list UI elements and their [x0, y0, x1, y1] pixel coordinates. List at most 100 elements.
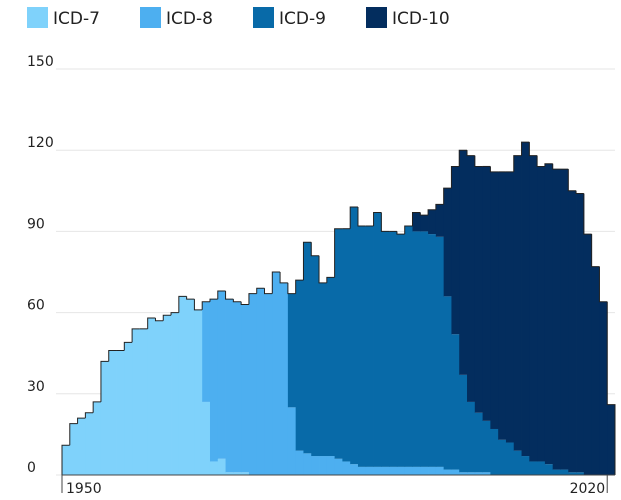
- outline: [318, 255, 327, 284]
- outline: [186, 296, 195, 300]
- area-step: [459, 150, 468, 375]
- area-step: [373, 212, 382, 467]
- area-step: [100, 361, 110, 475]
- area-step: [178, 296, 188, 475]
- area-step: [365, 225, 374, 467]
- area-step: [334, 458, 343, 475]
- area-step: [396, 234, 406, 467]
- area-step: [505, 442, 515, 475]
- area-step: [529, 155, 538, 462]
- area-step: [482, 472, 491, 475]
- outline: [178, 295, 187, 313]
- area-step: [295, 280, 304, 451]
- legend-label: ICD-10: [392, 9, 450, 29]
- area-step: [373, 466, 382, 475]
- area-step: [342, 228, 351, 462]
- outline: [225, 290, 234, 300]
- legend-swatch: [366, 7, 387, 28]
- area-step: [412, 212, 421, 232]
- y-tick-label: 120: [27, 135, 54, 151]
- area-step: [311, 456, 320, 475]
- legend-label: ICD-7: [53, 9, 100, 29]
- outline: [443, 187, 452, 205]
- area-step: [474, 472, 483, 475]
- area-step: [435, 236, 445, 467]
- legend-swatch: [253, 7, 274, 28]
- area-step: [451, 469, 460, 475]
- outline: [162, 314, 172, 321]
- outline: [92, 401, 101, 413]
- area-step: [171, 312, 180, 475]
- area-step: [381, 231, 390, 467]
- outline: [489, 166, 499, 173]
- area-step: [350, 207, 359, 465]
- area-step: [537, 461, 546, 475]
- y-tick-label: 30: [27, 379, 45, 395]
- area-step: [225, 299, 234, 473]
- outline: [521, 141, 530, 156]
- outline: [271, 271, 281, 294]
- area-step: [69, 423, 78, 475]
- outline: [240, 301, 249, 305]
- outline: [450, 165, 460, 189]
- legend-swatch: [140, 7, 161, 28]
- area-step: [498, 439, 507, 475]
- outline: [427, 209, 436, 216]
- area-step: [521, 456, 530, 475]
- outline: [544, 163, 553, 167]
- area-step: [513, 155, 522, 451]
- area-step: [389, 231, 398, 467]
- outline: [69, 423, 78, 446]
- area-step: [428, 466, 437, 475]
- outline: [201, 301, 210, 310]
- area-step: [521, 142, 530, 457]
- area-step: [513, 450, 522, 475]
- outline: [606, 301, 616, 475]
- area-step: [474, 412, 483, 473]
- area-step: [389, 466, 398, 475]
- legend-label: ICD-8: [166, 9, 213, 29]
- area-step: [591, 266, 600, 475]
- area-step: [116, 350, 125, 475]
- area-step: [303, 242, 312, 454]
- area-step: [209, 461, 219, 475]
- area-step: [287, 407, 297, 475]
- outline: [552, 163, 561, 170]
- area-step: [62, 445, 71, 475]
- area-step: [498, 171, 507, 440]
- outline: [419, 212, 429, 216]
- area-step: [474, 166, 483, 413]
- area-step: [311, 255, 320, 457]
- area-step: [124, 342, 133, 475]
- area-step: [568, 190, 577, 473]
- y-tick-label: 0: [27, 460, 36, 476]
- outline: [334, 228, 343, 278]
- outline: [108, 349, 117, 362]
- y-tick-label: 150: [27, 54, 54, 70]
- area-step: [209, 299, 219, 462]
- outline: [248, 293, 257, 305]
- area-step: [435, 204, 445, 237]
- outline: [84, 412, 94, 419]
- outline: [147, 317, 156, 329]
- area-step: [560, 469, 569, 475]
- area-step: [451, 334, 460, 470]
- outline: [326, 276, 335, 283]
- area-step: [482, 166, 491, 421]
- area-step: [186, 299, 195, 475]
- area-step: [357, 466, 367, 475]
- legend: ICD-7 ICD-8 ICD-9 ICD-10: [27, 7, 450, 29]
- area-step: [505, 171, 515, 443]
- outline: [310, 242, 320, 257]
- legend-label: ICD-9: [279, 9, 326, 29]
- area-step: [560, 169, 569, 470]
- area-step: [303, 453, 312, 475]
- area-step: [568, 472, 577, 475]
- area-step: [537, 166, 546, 462]
- area-step: [248, 293, 258, 475]
- outline: [357, 207, 366, 227]
- outline: [232, 299, 242, 303]
- area-step: [241, 472, 250, 475]
- area-step: [264, 293, 273, 475]
